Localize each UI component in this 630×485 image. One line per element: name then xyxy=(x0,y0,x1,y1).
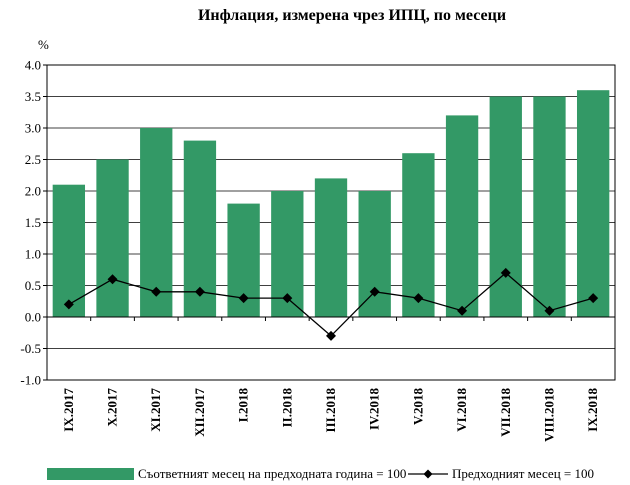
y-tick-label: 2.5 xyxy=(25,152,41,167)
line-point xyxy=(544,305,555,316)
x-tick-label: III.2018 xyxy=(323,388,338,433)
y-tick-label: 4.0 xyxy=(25,58,41,73)
y-tick-label: 0.0 xyxy=(25,310,41,325)
line-point xyxy=(238,293,249,304)
line-point xyxy=(194,286,205,297)
x-axis: IX.2017 X.2017 XI.2017 XII.2017 I.2018 II.201… xyxy=(46,317,616,442)
line-point xyxy=(500,267,511,278)
bar xyxy=(445,115,479,318)
y-unit-label: % xyxy=(38,37,49,52)
bar xyxy=(489,96,522,317)
x-tick-label: IV.2018 xyxy=(367,388,382,431)
bar-series xyxy=(52,90,610,318)
bar xyxy=(576,90,610,317)
x-tick-label: VI.2018 xyxy=(454,388,469,432)
y-tick-label: -1.0 xyxy=(20,373,41,388)
bar xyxy=(402,153,435,317)
line-point xyxy=(282,293,293,304)
bar xyxy=(533,96,566,317)
line-point xyxy=(107,274,118,285)
bar xyxy=(140,128,173,317)
line-point xyxy=(413,293,424,304)
legend: Съответният месец на предходната година … xyxy=(47,466,594,481)
x-tick-label: V.2018 xyxy=(410,388,425,425)
x-tick-label: XI.2017 xyxy=(148,388,163,432)
x-tick-label: X.2017 xyxy=(105,388,120,427)
legend-marker-diamond xyxy=(423,469,433,479)
y-tick-label: 0.5 xyxy=(25,278,41,293)
legend-swatch-bars xyxy=(47,468,134,480)
y-tick-label: 3.0 xyxy=(25,121,41,136)
legend-label-bars: Съответният месец на предходната година … xyxy=(138,466,406,481)
bar xyxy=(96,159,129,317)
line-point xyxy=(369,286,380,297)
y-tick-label: 1.0 xyxy=(25,247,41,262)
x-tick-label: I.2018 xyxy=(236,388,251,423)
line-point xyxy=(326,330,336,341)
y-axis: 4.0 3.5 3.0 2.5 2.0 1.5 1.0 0.5 0.0 -0.5 -1.0 xyxy=(20,58,47,388)
bar xyxy=(52,184,86,317)
x-tick-label: IX.2018 xyxy=(585,388,600,432)
x-tick-label: VIII.2018 xyxy=(541,388,556,442)
legend-label-line: Предходният месец = 100 xyxy=(452,466,594,481)
y-tick-label: 2.0 xyxy=(25,184,41,199)
line-point xyxy=(63,299,74,310)
y-tick-label: -0.5 xyxy=(20,341,41,356)
line-series xyxy=(63,267,599,341)
y-tick-label: 1.5 xyxy=(25,215,41,230)
x-tick-label: XII.2017 xyxy=(192,388,207,437)
line-point xyxy=(588,293,599,304)
line-point xyxy=(457,305,468,316)
y-tick-label: 3.5 xyxy=(25,89,41,104)
line-point xyxy=(151,286,162,297)
bar xyxy=(358,191,391,317)
x-tick-label: VII.2018 xyxy=(498,388,513,437)
x-tick-label: II.2018 xyxy=(279,388,294,428)
bar xyxy=(314,178,348,317)
x-tick-label: IX.2017 xyxy=(61,388,76,432)
chart-title: Инфлация, измерена чрез ИПЦ, по месеци xyxy=(198,7,506,24)
